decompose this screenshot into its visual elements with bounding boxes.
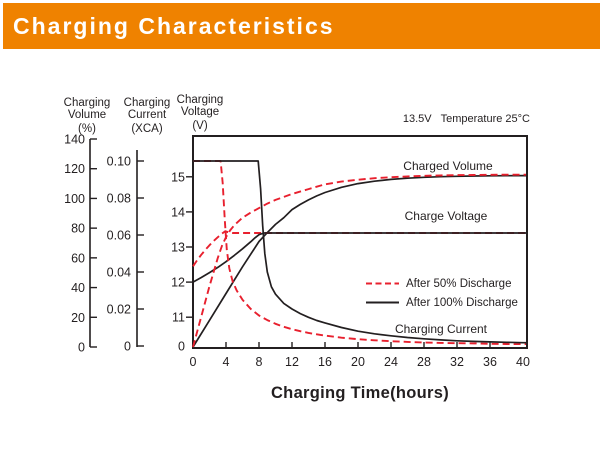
volume-tick-label: 80	[71, 222, 85, 236]
x-tick-label: 32	[450, 355, 464, 369]
legend-label: After 50% Discharge	[406, 277, 512, 290]
x-tick-label: 40	[516, 355, 530, 369]
x-tick-label: 36	[483, 355, 497, 369]
voltage-tick-label: 14	[171, 205, 185, 219]
legend-item: After 50% Discharge	[366, 274, 518, 293]
plot-border	[192, 135, 528, 349]
current-tick-label: 0.08	[107, 192, 131, 206]
volume-tick-label: 0	[78, 341, 85, 355]
volume-axis-header: Charging Volume (%)	[54, 97, 120, 135]
voltage-axis-unit: (V)	[192, 120, 208, 132]
x-tick-label: 16	[318, 355, 332, 369]
charging-current-after-100-discharge-curve	[193, 160, 526, 344]
voltage-tick-label: 12	[171, 276, 185, 290]
voltage-tick-label: 11	[172, 311, 185, 325]
current-tick-label: 0.02	[107, 303, 131, 317]
x-tick-label: 8	[256, 355, 263, 369]
volume-axis-title-line2: Volume	[67, 109, 107, 121]
volume-tick-label: 20	[71, 311, 85, 325]
charging-current-after-50-discharge-curve	[193, 160, 526, 346]
volume-axis-title-line1: Charging	[63, 97, 111, 109]
volume-tick-label: 120	[64, 162, 85, 176]
charged-volume-after-50-discharge-curve	[192, 173, 526, 348]
charged-volume-after-100-discharge-curve	[192, 174, 526, 348]
current-axis-title-line2: Current	[127, 109, 167, 121]
legend-item: After 100% Discharge	[366, 293, 518, 312]
page-title: Charging Characteristics	[13, 13, 335, 39]
x-axis-title: Charging Time(hours)	[270, 384, 450, 402]
dashed-line-sample	[366, 282, 399, 285]
voltage-zero-label: 0	[178, 340, 185, 354]
voltage-axis-title-line2: Voltage	[180, 106, 220, 118]
charged-volume-label: Charged Volume	[403, 159, 493, 173]
voltage-axis-header: Charging Voltage (V)	[167, 94, 233, 132]
x-tick-label: 12	[285, 355, 299, 369]
volume-tick-label: 60	[71, 251, 85, 265]
current-tick-label: 0.06	[107, 229, 131, 243]
charge-voltage-after-50-discharge-curve	[192, 230, 526, 267]
charge-voltage-label: Charge Voltage	[404, 209, 488, 223]
current-axis-title-line1: Charging	[123, 97, 171, 109]
x-tick-label: 28	[417, 355, 431, 369]
current-axis-unit: (XCA)	[131, 123, 163, 135]
legend: After 50% Discharge After 100% Discharge	[366, 274, 518, 312]
voltage-tick-label: 13	[171, 241, 185, 255]
current-tick-label: 0.04	[107, 266, 131, 280]
x-tick-label: 4	[223, 355, 230, 369]
title-banner: Charging Characteristics	[3, 3, 600, 49]
charging-current-label: Charging Current	[394, 322, 488, 336]
x-tick-label: 0	[190, 355, 197, 369]
current-tick-label: 0	[124, 340, 131, 354]
legend-label: After 100% Discharge	[406, 296, 518, 309]
x-tick-label: 20	[351, 355, 365, 369]
volume-tick-label: 140	[64, 133, 85, 147]
volume-axis-unit: (%)	[78, 123, 96, 135]
solid-line-sample	[366, 301, 399, 304]
voltage-axis-title-line1: Charging	[176, 94, 224, 106]
current-tick-label: 0.10	[107, 155, 131, 169]
volume-tick-label: 40	[71, 281, 85, 295]
charge-condition-annotation: 13.5V Temperature 25°C	[402, 113, 530, 125]
current-axis-header: Charging Current (XCA)	[114, 97, 180, 135]
voltage-tick-label: 15	[171, 170, 185, 184]
x-tick-label: 24	[384, 355, 398, 369]
volume-tick-label: 100	[64, 192, 85, 206]
